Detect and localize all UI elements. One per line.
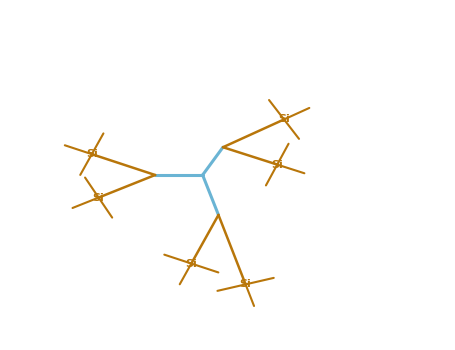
Text: Si: Si (271, 160, 283, 170)
Text: Si: Si (278, 114, 290, 125)
Text: Si: Si (93, 193, 105, 203)
Text: Si: Si (186, 259, 197, 268)
Text: Si: Si (240, 279, 252, 289)
Text: Si: Si (86, 149, 98, 159)
